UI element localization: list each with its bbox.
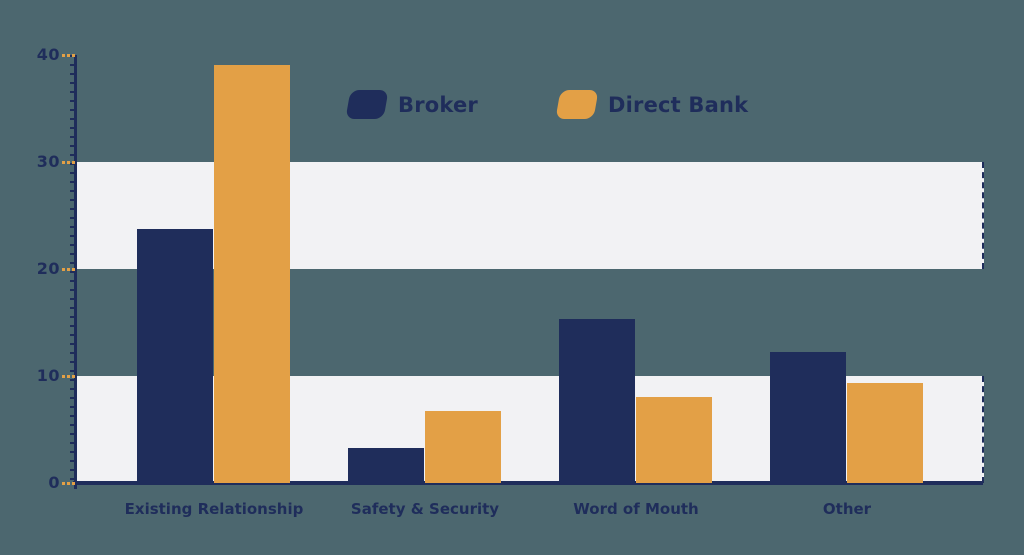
bar-direct-bank-other: [847, 383, 923, 483]
y-tick-label-20: 20: [36, 259, 60, 278]
x-category-label-existing-relationship: Existing Relationship: [124, 500, 304, 518]
y-tick-label-10: 10: [36, 366, 60, 385]
bar-broker-word-of-mouth: [559, 319, 635, 483]
y-tick-mark-20: [62, 268, 76, 271]
x-category-label-word-of-mouth: Word of Mouth: [573, 500, 699, 518]
y-tick-label-30: 30: [36, 152, 60, 171]
bar-broker-other: [770, 352, 846, 483]
legend-item-broker: Broker: [345, 90, 478, 119]
bar-direct-bank-safety-security: [425, 411, 501, 483]
legend-label-direct-bank: Direct Bank: [608, 92, 749, 117]
bar-direct-bank-existing-relationship: [214, 64, 290, 483]
legend-label-broker: Broker: [398, 92, 478, 117]
y-tick-label-0: 0: [48, 473, 60, 492]
x-category-label-safety-security: Safety & Security: [350, 500, 500, 518]
y-tick-mark-30: [62, 161, 76, 164]
y-tick-mark-40: [62, 54, 76, 57]
y-axis-line: [74, 55, 77, 489]
x-category-label-other: Other: [822, 500, 872, 518]
x-axis-line: [73, 481, 983, 485]
bar-direct-bank-word-of-mouth: [636, 397, 712, 483]
y-tick-mark-0: [62, 482, 76, 485]
bar-broker-existing-relationship: [137, 229, 213, 483]
bar-broker-safety-security: [348, 447, 424, 483]
legend-swatch-broker: [345, 90, 389, 119]
chart-legend: Broker Direct Bank: [0, 90, 1024, 126]
y-tick-mark-10: [62, 375, 76, 378]
legend-swatch-direct-bank: [555, 90, 599, 119]
y-tick-label-40: 40: [36, 45, 60, 64]
legend-item-direct-bank: Direct Bank: [555, 90, 749, 119]
